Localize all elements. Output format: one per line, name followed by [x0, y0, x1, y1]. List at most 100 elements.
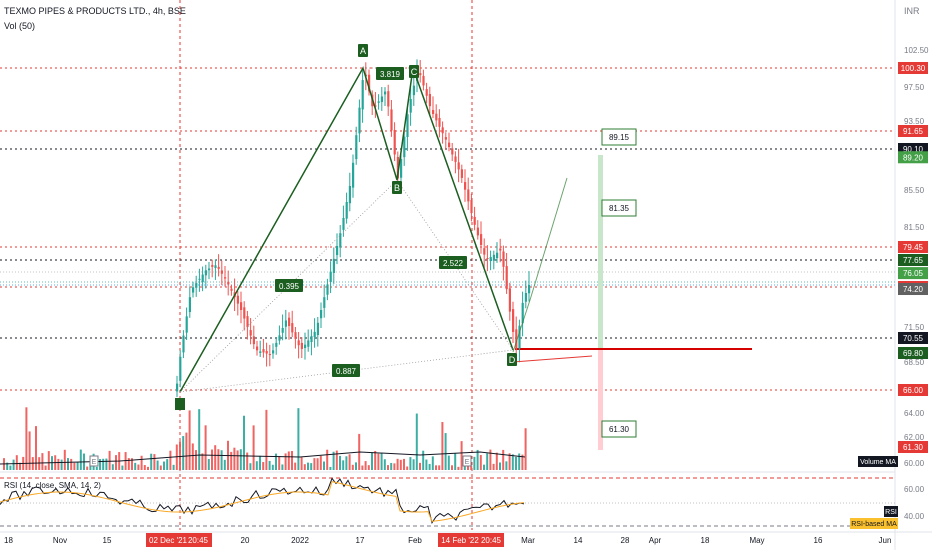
volume-bar — [63, 449, 66, 470]
rsi-axis-tick: 60.00 — [904, 485, 925, 494]
ratio-badge — [275, 279, 303, 292]
projection-line — [512, 355, 593, 363]
volume-bar — [73, 462, 76, 470]
volume-bar — [188, 410, 191, 470]
target-box — [601, 420, 637, 438]
pattern-point-label: C — [411, 67, 418, 77]
volume-bar — [339, 455, 341, 470]
volume-bar — [76, 462, 79, 470]
price-level-label: 69.80 — [903, 349, 924, 358]
volume-bar — [243, 415, 245, 470]
candle-body — [412, 85, 415, 96]
volume-ma-label: Volume MA — [860, 459, 896, 466]
candle-body — [428, 93, 431, 107]
price-level-label: 76.05 — [903, 269, 924, 278]
candle-body — [384, 91, 387, 95]
volume-bar — [444, 433, 447, 470]
candle-body — [230, 288, 233, 291]
pattern-point-badge — [409, 65, 419, 78]
candle-body — [345, 202, 348, 219]
volume-bar — [47, 451, 50, 470]
candle-body — [492, 254, 495, 261]
volume-bar — [355, 462, 357, 470]
candle-body — [377, 101, 380, 103]
volume-bar — [489, 449, 492, 470]
price-axis-tick: 60.00 — [904, 459, 925, 468]
time-axis-tick: May — [749, 536, 764, 545]
volume-bar — [412, 459, 415, 470]
volume-bar — [156, 460, 159, 470]
ratio-badge — [439, 256, 467, 269]
volume-bar — [399, 459, 402, 470]
price-level-tag — [898, 62, 928, 74]
volume-bar — [223, 459, 226, 470]
volume-bar — [185, 432, 188, 470]
volume-bar — [12, 459, 15, 470]
time-axis-tick: 15 — [103, 536, 112, 545]
volume-bar — [361, 465, 364, 470]
price-axis-tick: 85.50 — [904, 186, 925, 195]
volume-bar — [111, 464, 114, 470]
projection-line — [512, 177, 568, 353]
volume-bar — [249, 463, 252, 470]
volume-bar — [511, 454, 514, 470]
volume-bar — [198, 409, 201, 470]
volume-bar — [67, 458, 69, 470]
price-level-label: 91.65 — [903, 127, 924, 136]
candle-body — [201, 274, 204, 283]
candle-body — [339, 233, 342, 248]
price-level-label: 70.55 — [903, 334, 924, 343]
candle-body — [489, 256, 492, 262]
volume-bar — [99, 459, 101, 470]
volume-bar — [476, 449, 479, 470]
date-label: 02 Dec '21 — [149, 536, 188, 545]
volume-bar — [252, 425, 255, 470]
volume-bar — [159, 465, 162, 470]
volume-bar — [287, 451, 290, 470]
volume-bar — [169, 450, 172, 470]
volume-bar — [38, 457, 41, 470]
candle-body — [220, 270, 223, 274]
candle-body — [419, 73, 422, 76]
candle-body — [441, 127, 444, 134]
volume-bar — [153, 454, 156, 470]
volume-bar — [505, 461, 508, 470]
candle-body — [307, 340, 310, 347]
candle-body — [393, 129, 396, 155]
volume-bar — [438, 465, 441, 470]
volume-bar — [95, 466, 98, 470]
candle-body — [336, 246, 339, 256]
time-axis-tick: Jun — [879, 536, 892, 545]
volume-bar — [134, 462, 137, 470]
price-level-tag — [898, 347, 928, 359]
price-level-tag — [898, 241, 928, 253]
volume-bar — [291, 451, 293, 470]
candle-body — [240, 302, 243, 310]
candle-body — [323, 297, 326, 308]
candle-body — [444, 137, 447, 140]
volume-bar — [335, 450, 338, 470]
volume-bar — [275, 453, 277, 470]
ratio-label: 0.887 — [336, 367, 357, 376]
target-up-zone — [598, 155, 603, 348]
candle-body — [480, 234, 483, 245]
volume-bar — [131, 458, 133, 470]
candle-body — [300, 342, 303, 349]
volume-bar — [217, 449, 220, 470]
rsi-line — [0, 477, 525, 524]
volume-bar — [310, 463, 313, 470]
volume-bar — [265, 409, 268, 470]
time-axis-tick: 28 — [621, 536, 630, 545]
candle-body — [518, 325, 521, 349]
volume-bar — [143, 465, 146, 470]
volume-bar — [294, 462, 297, 470]
volume-ma-line — [0, 451, 526, 465]
candle-body — [464, 182, 467, 190]
volume-bar — [278, 456, 281, 470]
pattern-point-badge — [175, 398, 185, 410]
candle-body — [499, 248, 502, 251]
volume-bar — [499, 462, 501, 470]
volume-bar — [220, 450, 223, 470]
